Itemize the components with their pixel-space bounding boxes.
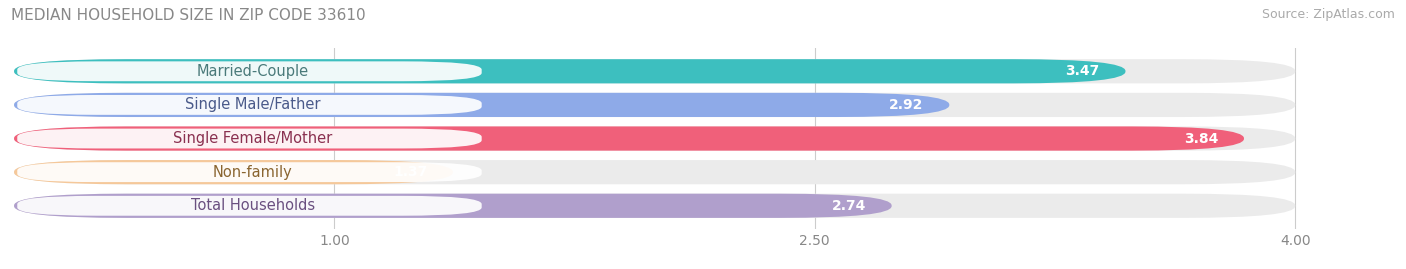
FancyBboxPatch shape	[14, 93, 949, 117]
Text: 2.92: 2.92	[890, 98, 924, 112]
FancyBboxPatch shape	[14, 194, 891, 218]
Text: MEDIAN HOUSEHOLD SIZE IN ZIP CODE 33610: MEDIAN HOUSEHOLD SIZE IN ZIP CODE 33610	[11, 8, 366, 23]
FancyBboxPatch shape	[14, 160, 1295, 184]
FancyBboxPatch shape	[14, 93, 1295, 117]
Text: Single Male/Father: Single Male/Father	[186, 97, 321, 112]
FancyBboxPatch shape	[14, 126, 1244, 151]
Text: Non-family: Non-family	[212, 165, 292, 180]
FancyBboxPatch shape	[14, 59, 1125, 83]
Text: 3.84: 3.84	[1184, 132, 1219, 146]
Text: Single Female/Mother: Single Female/Mother	[173, 131, 332, 146]
FancyBboxPatch shape	[17, 129, 482, 148]
FancyBboxPatch shape	[17, 95, 482, 115]
Text: 1.37: 1.37	[394, 165, 427, 179]
FancyBboxPatch shape	[17, 61, 482, 81]
FancyBboxPatch shape	[14, 126, 1295, 151]
Text: Total Households: Total Households	[191, 198, 315, 213]
Text: Married-Couple: Married-Couple	[197, 64, 309, 79]
Text: Source: ZipAtlas.com: Source: ZipAtlas.com	[1261, 8, 1395, 21]
FancyBboxPatch shape	[14, 59, 1295, 83]
FancyBboxPatch shape	[14, 194, 1295, 218]
FancyBboxPatch shape	[14, 160, 453, 184]
Text: 2.74: 2.74	[832, 199, 866, 213]
FancyBboxPatch shape	[17, 162, 482, 182]
Text: 3.47: 3.47	[1066, 64, 1099, 78]
FancyBboxPatch shape	[17, 196, 482, 216]
